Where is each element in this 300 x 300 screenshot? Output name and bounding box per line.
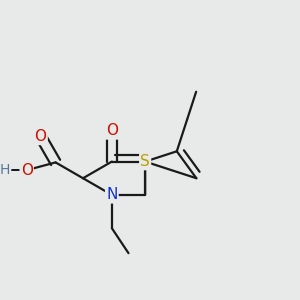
Text: S: S xyxy=(140,154,150,169)
Text: O: O xyxy=(21,163,33,178)
Text: O: O xyxy=(34,129,46,144)
Text: H: H xyxy=(0,163,10,177)
Text: O: O xyxy=(106,123,118,138)
Text: N: N xyxy=(106,188,118,202)
